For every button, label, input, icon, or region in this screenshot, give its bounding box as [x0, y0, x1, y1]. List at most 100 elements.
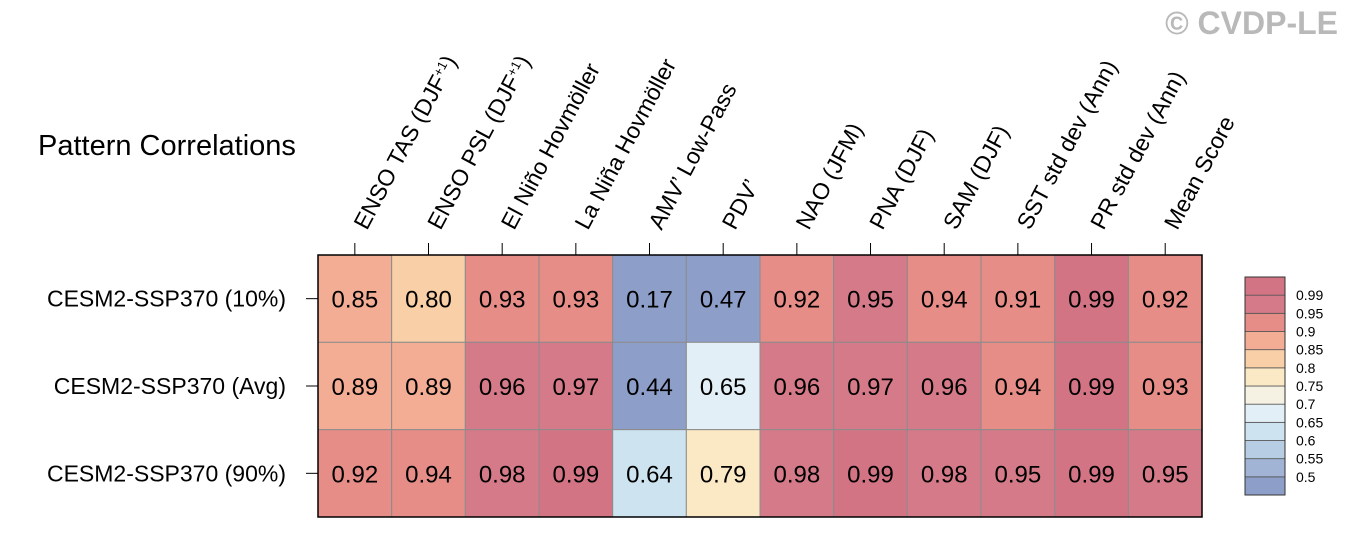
heatmap-cell: [464, 341, 540, 431]
cell-value-label: 0.79: [700, 461, 747, 488]
cell-value-label: 0.44: [626, 374, 673, 401]
cell-value-label: 0.92: [773, 287, 820, 314]
colorbar-tick-label: 0.55: [1296, 451, 1323, 467]
cell-value-label: 0.85: [331, 287, 378, 314]
cell-value-label: 0.99: [847, 461, 894, 488]
heatmap-cell: [685, 254, 761, 343]
colorbar-frame: [1244, 276, 1286, 496]
heatmap-cell: [538, 341, 614, 431]
heatmap-cell: [612, 429, 687, 518]
cell-value-label: 0.98: [921, 461, 968, 488]
colorbar-swatch: [1244, 458, 1286, 478]
heatmap-cell: [1054, 341, 1129, 431]
cell-value-label: 0.95: [1142, 461, 1189, 488]
cell-value-label: 0.96: [921, 374, 968, 401]
colorbar-swatch: [1244, 440, 1286, 460]
heatmap-cell: [317, 429, 393, 518]
colorbar-swatch: [1244, 349, 1286, 369]
cell-value-label: 0.92: [1142, 287, 1189, 314]
column-label: PNA (DJF): [864, 124, 939, 233]
colorbar-swatch: [1244, 276, 1286, 296]
cell-value-label: 0.96: [773, 374, 820, 401]
cell-value-label: 0.91: [995, 287, 1042, 314]
heatmap-cell: [833, 341, 908, 431]
heatmap-cell: [464, 429, 540, 518]
heatmap-cell: [391, 254, 466, 343]
heatmap-cell: [612, 341, 687, 431]
cell-value-label: 0.93: [479, 287, 526, 314]
cell-value-label: 0.99: [552, 461, 599, 488]
cell-value-label: 0.99: [1068, 374, 1115, 401]
colorbar-swatch: [1244, 421, 1286, 441]
colorbar-swatch: [1244, 312, 1286, 332]
colorbar-swatch: [1244, 294, 1286, 314]
cell-value-label: 0.65: [700, 374, 747, 401]
colorbar-swatch: [1244, 331, 1286, 351]
cell-value-label: 0.89: [331, 374, 378, 401]
heatmap-frame: [317, 254, 1203, 518]
heatmap-cell: [980, 254, 1056, 343]
cell-value-label: 0.99: [1068, 287, 1115, 314]
cell-value-label: 0.94: [921, 287, 968, 314]
column-label: NAO (JFM): [790, 118, 868, 233]
cell-value-label: 0.97: [552, 374, 599, 401]
heatmap-cell: [1127, 254, 1203, 343]
row-label: CESM2-SSP370 (Avg): [54, 373, 286, 399]
cell-value-label: 0.97: [847, 374, 894, 401]
colorbar-tick-label: 0.6: [1296, 433, 1316, 449]
heatmap-cell: [391, 341, 466, 431]
colorbar-tick-label: 0.99: [1296, 287, 1323, 303]
heatmap-cell: [1054, 429, 1129, 518]
colorbar-tick-label: 0.9: [1296, 324, 1316, 340]
cell-value-label: 0.95: [847, 287, 894, 314]
heatmap-cell: [685, 341, 761, 431]
colorbar-swatch: [1244, 385, 1286, 405]
colorbar-swatch: [1244, 403, 1286, 423]
cell-value-label: 0.64: [626, 461, 673, 488]
heatmap-cell: [538, 429, 614, 518]
column-labels: ENSO TAS (DJF+1)ENSO PSL (DJF+1)El Niño …: [348, 51, 1240, 255]
watermark: © CVDP-LE: [1165, 5, 1338, 41]
colorbar-tick-label: 0.8: [1296, 360, 1316, 376]
cell-value-label: 0.98: [773, 461, 820, 488]
cell-value-label: 0.99: [1068, 461, 1115, 488]
cell-value-label: 0.17: [626, 287, 673, 314]
colorbar-swatch: [1244, 476, 1286, 496]
cell-value-label: 0.94: [995, 374, 1042, 401]
chart-title: Pattern Correlations: [38, 130, 296, 162]
heatmap-cell: [833, 254, 908, 343]
colorbar-tick-label: 0.95: [1296, 305, 1323, 321]
colorbar-tick-label: 0.65: [1296, 414, 1323, 430]
cell-value-label: 0.93: [1142, 374, 1189, 401]
heatmap-cell: [759, 254, 835, 343]
heatmap-cell: [391, 429, 466, 518]
heatmap-cell: [906, 254, 982, 343]
column-label: SAM (DJF): [938, 121, 1014, 234]
cell-value-label: 0.80: [405, 287, 452, 314]
heatmap-cell: [906, 341, 982, 431]
cell-value-label: 0.98: [479, 461, 526, 488]
row-label: CESM2-SSP370 (90%): [47, 460, 286, 486]
colorbar: 0.99 0.95 0.9 0.85 0.8 0.75 0.7 0.65 0.6 0.55 0.5: [1244, 276, 1323, 496]
cell-value-label: 0.96: [479, 374, 526, 401]
colorbar-swatch: [1244, 367, 1286, 387]
cell-value-label: 0.89: [405, 374, 452, 401]
cell-value-label: 0.95: [995, 461, 1042, 488]
colorbar-tick-label: 0.75: [1296, 378, 1323, 394]
cell-value-label: 0.92: [331, 461, 378, 488]
heatmap-cells: 0.85 0.80 0.93 0.93 0.17 0.47 0.92 0.95 0.94 0.91…: [317, 254, 1203, 518]
cell-value-label: 0.94: [405, 461, 452, 488]
heatmap-cell: [759, 429, 835, 518]
colorbar-tick-label: 0.7: [1296, 396, 1316, 412]
heatmap-cell: [1127, 341, 1203, 431]
column-label: PDV’: [717, 175, 765, 233]
cell-value-label: 0.47: [700, 287, 747, 314]
heatmap-cell: [759, 341, 835, 431]
heatmap-cell: [464, 254, 540, 343]
row-labels: CESM2-SSP370 (10%) CESM2-SSP370 (Avg) CESM…: [47, 286, 318, 486]
colorbar-tick-label: 0.85: [1296, 342, 1323, 358]
heatmap-cell: [317, 254, 393, 343]
cell-value-label: 0.93: [552, 287, 599, 314]
colorbar-tick-label: 0.5: [1296, 469, 1316, 485]
